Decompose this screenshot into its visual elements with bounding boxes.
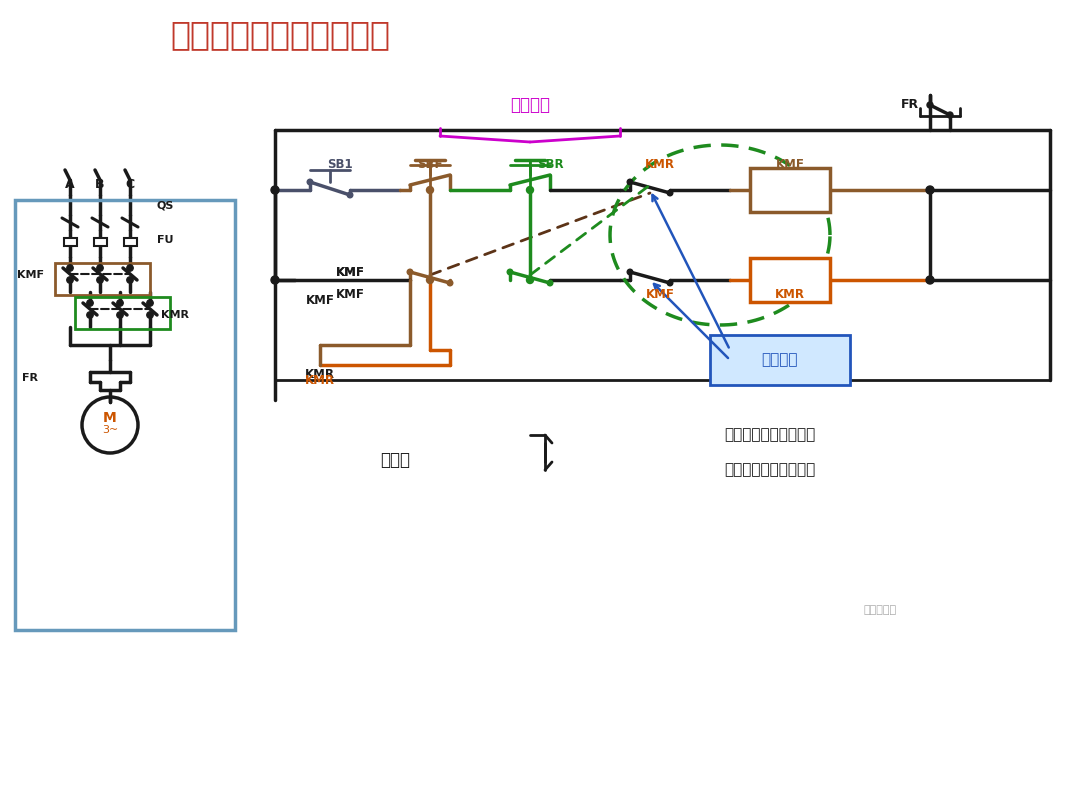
Circle shape: [627, 269, 633, 275]
Text: KMF: KMF: [306, 293, 335, 306]
Text: A: A: [65, 178, 75, 191]
Circle shape: [86, 300, 93, 306]
Bar: [15, 200, 235, 630]
Circle shape: [67, 265, 73, 271]
Circle shape: [67, 277, 73, 284]
Circle shape: [508, 269, 513, 275]
Circle shape: [926, 276, 934, 284]
Bar: [64, 238, 77, 246]
Text: FU: FU: [157, 235, 173, 245]
Text: KMR: KMR: [305, 369, 335, 382]
Bar: [55, 263, 150, 295]
Text: FR: FR: [22, 373, 38, 383]
Text: KMF: KMF: [646, 288, 674, 301]
Text: 机械互锁: 机械互锁: [510, 96, 550, 114]
Text: 电器互锁: 电器互锁: [761, 352, 798, 368]
Text: 机械互锁（复合按钮）: 机械互锁（复合按钮）: [725, 428, 815, 442]
Circle shape: [667, 190, 673, 196]
Text: 3~: 3~: [102, 425, 118, 435]
Circle shape: [427, 186, 433, 194]
Circle shape: [271, 276, 279, 284]
Circle shape: [126, 277, 133, 284]
Circle shape: [627, 179, 633, 185]
Text: KMF: KMF: [336, 266, 364, 279]
Circle shape: [86, 312, 93, 318]
Text: M: M: [103, 411, 117, 425]
Text: FR: FR: [901, 99, 919, 112]
Bar: [750, 258, 831, 302]
Circle shape: [527, 276, 534, 284]
Text: QS: QS: [157, 200, 174, 210]
Text: C: C: [125, 178, 135, 191]
Circle shape: [147, 312, 153, 318]
Text: SBF: SBF: [417, 159, 443, 172]
Circle shape: [947, 112, 953, 118]
Text: 双保险: 双保险: [380, 451, 410, 469]
Circle shape: [126, 265, 133, 271]
Circle shape: [271, 186, 279, 194]
Text: KMR: KMR: [645, 159, 675, 172]
Circle shape: [926, 186, 934, 194]
Circle shape: [447, 280, 453, 286]
Circle shape: [407, 269, 413, 275]
Bar: [710, 335, 850, 385]
Circle shape: [117, 312, 123, 318]
Circle shape: [117, 300, 123, 306]
Text: 工控资料窝: 工控资料窝: [863, 605, 896, 615]
Text: SB1: SB1: [327, 159, 353, 172]
Bar: [750, 168, 831, 212]
Text: B: B: [95, 178, 105, 191]
Circle shape: [427, 276, 433, 284]
Text: 双重互锁（按钮的联动）: 双重互锁（按钮的联动）: [170, 19, 390, 52]
Text: KMF: KMF: [336, 266, 364, 279]
Circle shape: [667, 280, 673, 286]
Text: 电器互锁（互锁触头）: 电器互锁（互锁触头）: [725, 463, 815, 478]
Text: KMR: KMR: [775, 288, 805, 301]
Bar: [123, 238, 136, 246]
Circle shape: [548, 280, 553, 286]
Text: KMR: KMR: [305, 373, 335, 386]
Circle shape: [927, 102, 933, 108]
Circle shape: [97, 277, 104, 284]
Circle shape: [307, 179, 313, 185]
Circle shape: [147, 300, 153, 306]
Circle shape: [97, 265, 104, 271]
Text: KMR: KMR: [161, 310, 189, 320]
Bar: [75, 297, 170, 329]
Circle shape: [347, 192, 353, 198]
Text: KMF: KMF: [16, 270, 43, 280]
Text: SBR: SBR: [537, 159, 564, 172]
Text: KMF: KMF: [336, 288, 364, 301]
Text: KMF: KMF: [775, 159, 805, 172]
Circle shape: [527, 186, 534, 194]
Bar: [94, 238, 107, 246]
